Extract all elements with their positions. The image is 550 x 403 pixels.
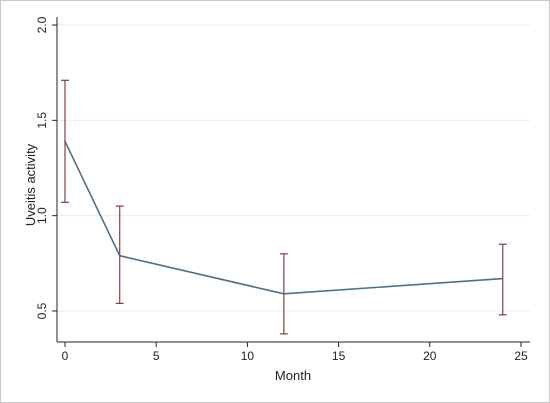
axes: 0.5 1.0 1.5 2.0 0 5 10 15 20 25 [35, 16, 530, 363]
series-line-0 [64, 140, 503, 295]
gridlines [57, 24, 530, 312]
y-axis-label: Uveitis activity [23, 143, 38, 226]
x-axis-label: Month [275, 368, 311, 383]
error-bars [61, 79, 507, 335]
x-tick-label: 25 [514, 349, 528, 363]
x-tick-label: 15 [332, 349, 346, 363]
x-tick-label: 0 [62, 349, 69, 363]
y-tick-label: 1.5 [35, 112, 49, 129]
data-point [501, 277, 504, 280]
data-point [64, 140, 66, 143]
data-point [283, 293, 285, 295]
y-tick-label: 0.5 [35, 302, 49, 319]
x-tick-label: 20 [423, 349, 437, 363]
data-point [118, 254, 121, 257]
y-tick-label: 1.0 [35, 207, 49, 224]
y-tick-label: 2.0 [35, 16, 49, 33]
series-line [64, 140, 504, 295]
x-tick-label: 5 [153, 349, 160, 363]
x-tick-label: 10 [241, 349, 255, 363]
